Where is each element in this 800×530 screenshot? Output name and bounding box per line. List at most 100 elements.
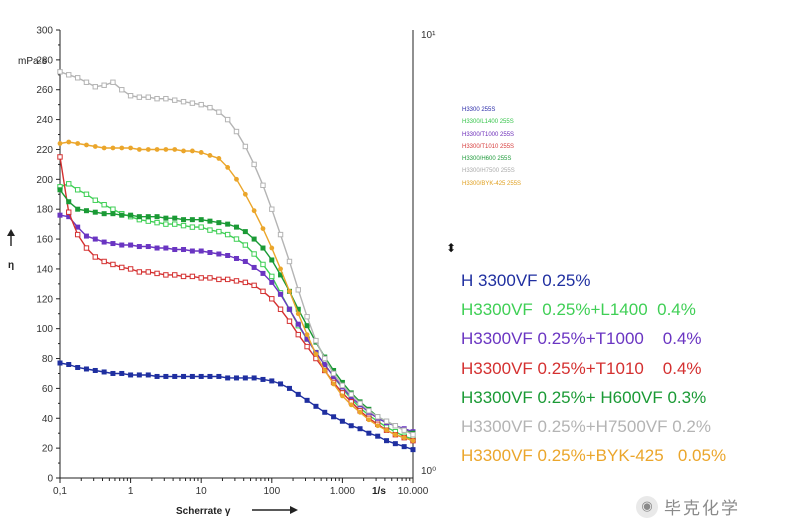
data-point (207, 153, 213, 158)
data-point (207, 227, 213, 233)
data-point (278, 266, 283, 272)
data-point (269, 279, 275, 285)
y-tick-label: 220 (36, 145, 53, 156)
data-point (57, 69, 63, 75)
data-point (260, 245, 266, 251)
data-point (233, 255, 239, 261)
data-point (286, 306, 292, 312)
data-point (216, 276, 222, 283)
data-point (189, 224, 196, 230)
data-point (269, 245, 275, 251)
data-point (57, 360, 63, 366)
data-point (119, 212, 125, 218)
series-line (59, 214, 414, 433)
watermark: ◉ 毕克化学 (636, 494, 740, 519)
data-point (295, 391, 301, 397)
data-point (75, 364, 81, 370)
data-point (163, 245, 169, 251)
data-point (207, 250, 213, 256)
data-point (348, 394, 354, 400)
data-point (357, 409, 363, 415)
data-point (331, 367, 337, 373)
data-point (101, 82, 107, 88)
data-point (136, 94, 143, 100)
data-point (304, 323, 310, 329)
data-point (145, 94, 151, 100)
data-point (304, 343, 310, 350)
data-point (66, 181, 72, 187)
data-point (154, 219, 160, 226)
data-point (83, 79, 90, 85)
series-7 (57, 139, 416, 444)
x-tick-label: 100 (263, 486, 280, 497)
data-point (154, 95, 160, 102)
data-point (74, 187, 81, 193)
data-point (57, 154, 63, 160)
legend-entry: H 3300VF 0.25% (461, 271, 591, 290)
data-point (225, 252, 231, 258)
small-legend-entry: H3300/T1000 255S (462, 131, 515, 138)
data-point (119, 264, 125, 271)
data-point (216, 220, 222, 226)
data-point (154, 373, 160, 379)
data-point (181, 148, 186, 154)
data-point (66, 214, 72, 220)
data-point (66, 139, 72, 145)
data-point (216, 228, 222, 235)
data-point (242, 375, 248, 381)
legend-entry: H3300VF 0.25%+T1000 0.4% (461, 329, 702, 349)
data-point (128, 372, 134, 378)
data-point (181, 217, 187, 223)
data-point (101, 202, 107, 208)
data-point (286, 258, 293, 265)
data-point (242, 242, 249, 248)
data-point (92, 84, 98, 90)
data-point (101, 211, 107, 217)
data-point (92, 236, 98, 242)
data-point (216, 109, 222, 115)
data-point (207, 275, 213, 281)
data-point (410, 438, 416, 444)
data-point (216, 251, 222, 257)
data-point (260, 261, 266, 268)
x-axis-arrowhead (290, 506, 298, 514)
data-point (101, 258, 107, 265)
x-tick-label: 1.000 (330, 486, 355, 497)
small-legend-entry: H3300/T1010 255S (462, 143, 515, 150)
data-point (295, 331, 301, 338)
data-point (128, 212, 134, 218)
data-point (154, 214, 160, 220)
x-tick-label: 1 (128, 486, 134, 497)
data-point (66, 72, 72, 78)
x-tick-label: 10.000 (398, 486, 429, 497)
data-point (286, 385, 292, 391)
data-point (392, 441, 398, 447)
y-tick-label: 60 (42, 384, 54, 395)
data-point (251, 236, 257, 242)
data-point (145, 218, 151, 224)
data-point (269, 257, 275, 263)
y-tick-label: 180 (36, 205, 53, 216)
y-tick-label: 120 (36, 294, 53, 305)
data-point (295, 306, 301, 312)
data-point (251, 161, 257, 168)
data-point (57, 187, 63, 193)
data-point (128, 242, 134, 248)
data-point (216, 373, 222, 379)
data-point (348, 391, 354, 398)
legend-entry: H3300VF 0.25%+ H600VF 0.3% (461, 387, 707, 407)
data-point (286, 318, 293, 324)
legend-entry: H3300VF 0.25%+H7500VF 0.2% (461, 417, 711, 437)
data-point (189, 100, 196, 106)
small-legend-entry: H3300/H600 255S (462, 156, 512, 163)
series-1 (57, 360, 416, 453)
data-point (136, 214, 142, 220)
data-point (180, 98, 187, 105)
y-tick-label: 140 (36, 264, 53, 275)
data-point (83, 366, 89, 372)
data-point (313, 351, 319, 357)
axes: 0 20 40 60 80 100 120 140 160 180 200 220 240 260 280 3… (7, 26, 436, 517)
data-point (392, 432, 398, 438)
data-point (172, 215, 178, 221)
data-point (110, 370, 116, 376)
